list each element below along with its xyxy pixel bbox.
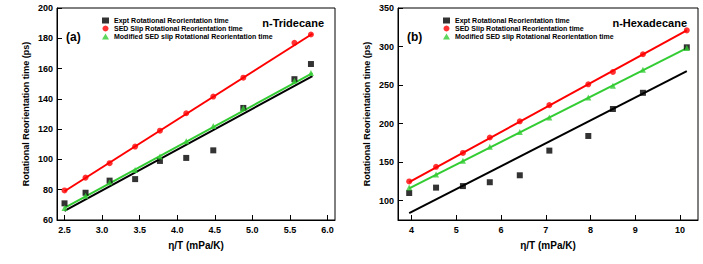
svg-text:Rotational Reorientation time: Rotational Reorientation time (ps) — [362, 42, 372, 187]
svg-text:n-Tridecane: n-Tridecane — [262, 17, 324, 29]
svg-text:8: 8 — [588, 225, 593, 235]
svg-text:η/T (mPa/K): η/T (mPa/K) — [168, 240, 224, 251]
svg-text:180: 180 — [38, 33, 53, 43]
svg-text:7: 7 — [543, 225, 548, 235]
svg-text:Modified SED slip Rotational R: Modified SED slip Rotational Reorientati… — [455, 33, 614, 41]
svg-text:150: 150 — [379, 157, 394, 167]
svg-text:300: 300 — [379, 42, 394, 52]
svg-text:3.5: 3.5 — [133, 225, 146, 235]
svg-text:6.0: 6.0 — [321, 225, 334, 235]
svg-text:60: 60 — [43, 215, 53, 225]
svg-text:9: 9 — [633, 225, 638, 235]
svg-text:200: 200 — [38, 3, 53, 13]
svg-text:5.0: 5.0 — [246, 225, 259, 235]
svg-text:200: 200 — [379, 119, 394, 129]
svg-text:250: 250 — [379, 80, 394, 90]
svg-text:80: 80 — [43, 185, 53, 195]
svg-text:η/T (mPa/K): η/T (mPa/K) — [520, 240, 576, 251]
svg-text:(a): (a) — [66, 30, 81, 44]
svg-text:SED Slip Rotational Reorientat: SED Slip Rotational Reorientation time — [114, 25, 243, 33]
svg-text:SED Slip Rotational Reorientat: SED Slip Rotational Reorientation time — [455, 25, 584, 33]
svg-text:Rotational Reorientation time: Rotational Reorientation time (ps) — [21, 42, 31, 187]
svg-text:4.5: 4.5 — [209, 225, 222, 235]
svg-text:3.0: 3.0 — [96, 225, 109, 235]
svg-text:4.0: 4.0 — [171, 225, 184, 235]
svg-text:120: 120 — [38, 124, 53, 134]
svg-text:2.5: 2.5 — [58, 225, 71, 235]
svg-text:4: 4 — [409, 225, 414, 235]
svg-text:100: 100 — [38, 154, 53, 164]
svg-text:100: 100 — [379, 196, 394, 206]
svg-text:Expt Rotational Reorientation: Expt Rotational Reorientation time — [114, 17, 229, 25]
svg-text:5: 5 — [454, 225, 459, 235]
svg-text:Modified SED slip Rotational R: Modified SED slip Rotational Reorientati… — [114, 33, 273, 41]
svg-text:(b): (b) — [407, 30, 422, 44]
svg-text:6: 6 — [498, 225, 503, 235]
svg-text:160: 160 — [38, 64, 53, 74]
svg-text:n-Hexadecane: n-Hexadecane — [612, 17, 687, 29]
svg-text:5.5: 5.5 — [284, 225, 297, 235]
svg-text:350: 350 — [379, 3, 394, 13]
svg-text:140: 140 — [38, 94, 53, 104]
svg-text:10: 10 — [675, 225, 685, 235]
svg-text:Expt Rotational Reorientation: Expt Rotational Reorientation time — [455, 17, 570, 25]
